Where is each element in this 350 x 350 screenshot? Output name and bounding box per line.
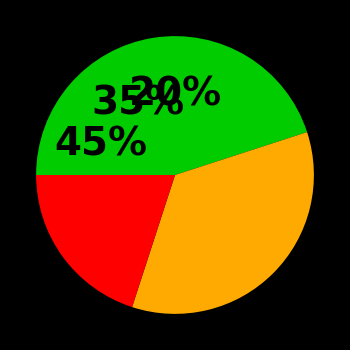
Text: 35%: 35%	[91, 85, 184, 122]
Text: 45%: 45%	[54, 125, 147, 163]
Wedge shape	[132, 132, 314, 314]
Wedge shape	[36, 175, 175, 307]
Wedge shape	[36, 36, 307, 175]
Text: 20%: 20%	[128, 76, 222, 113]
